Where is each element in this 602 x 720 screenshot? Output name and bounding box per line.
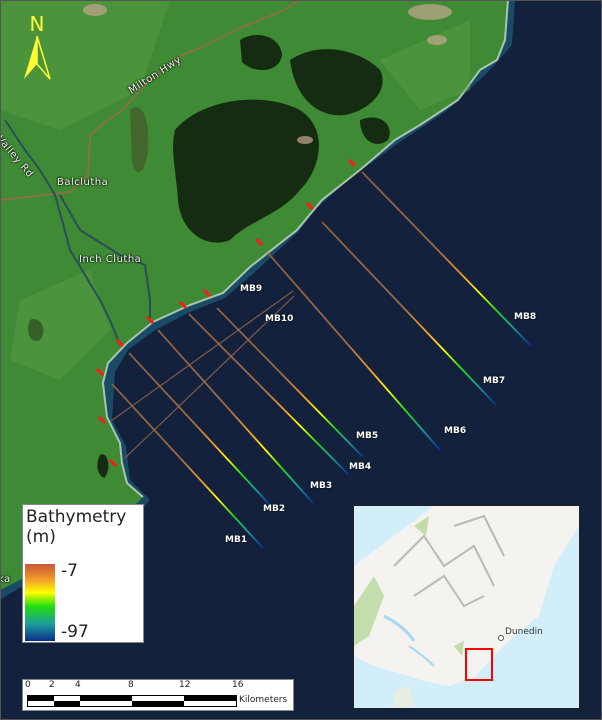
place-label-inch-clutha: Inch Clutha	[79, 254, 142, 265]
transect-start-marker	[202, 288, 212, 298]
legend-color-ramp	[25, 564, 55, 641]
scale-tick-label: 8	[128, 680, 134, 690]
transect-start-marker	[97, 415, 107, 425]
transect-start-marker	[95, 367, 105, 377]
inset-relief	[393, 514, 505, 608]
north-letter: N	[29, 12, 45, 36]
fields-texture	[0, 0, 470, 380]
place-label-balclutha: Balclutha	[57, 177, 109, 188]
transect-label-mb5: MB5	[356, 431, 379, 441]
transect-start-marker	[347, 158, 357, 168]
inset-city-marker	[498, 635, 504, 641]
transect-start-marker	[145, 315, 155, 325]
scale-bar-graphic	[27, 695, 237, 707]
legend-title-text: Bathymetry	[26, 507, 127, 527]
scale-tick-label: 12	[179, 680, 191, 690]
transect-line-mb3	[157, 329, 314, 504]
transect-lines	[110, 171, 531, 549]
beach	[101, 0, 509, 498]
scale-tick-label: 0	[25, 680, 31, 690]
transect-start-marker	[108, 458, 118, 468]
north-arrow-icon	[24, 35, 51, 80]
legend-unit: (m)	[26, 527, 56, 547]
transect-label-mb2: MB2	[263, 504, 286, 514]
legend-max-label: -7	[61, 561, 78, 581]
transect-label-mb4: MB4	[349, 462, 372, 472]
transect-label-mb3: MB3	[310, 481, 333, 491]
inset-basemap	[354, 506, 579, 708]
scale-tick-label: 16	[232, 680, 244, 690]
transect-line-mb5	[216, 307, 364, 458]
transect-line-mb9	[110, 290, 294, 422]
transect-line-mb2	[128, 352, 271, 506]
transect-label-mb7: MB7	[483, 376, 506, 386]
scale-tick-label: 2	[49, 680, 55, 690]
bathymetry-legend: Bathymetry (m) -7 -97	[22, 504, 144, 643]
transect-line-mb1	[111, 383, 264, 549]
locator-inset-map: Dunedin	[353, 505, 580, 709]
inset-extent-box	[465, 648, 493, 681]
transect-start-marker	[115, 338, 125, 348]
transect-line-mb8	[361, 171, 531, 346]
transect-line-mb6	[267, 252, 441, 451]
scale-unit: Kilometers	[239, 695, 288, 705]
transect-line-mb7	[321, 221, 497, 406]
place-label-edge: ka	[0, 574, 11, 585]
transect-start-marker	[305, 201, 315, 211]
transect-label-mb6: MB6	[444, 426, 467, 436]
transect-start-markers	[95, 158, 357, 468]
transect-label-mb8: MB8	[514, 312, 537, 322]
clutha-river	[4, 119, 151, 346]
north-arrow: N	[22, 14, 52, 88]
land	[0, 0, 508, 590]
legend-title: Bathymetry (m)	[26, 507, 126, 547]
inset-vegetation	[354, 516, 464, 656]
transect-line-mb10	[124, 295, 295, 459]
transect-label-mb10: MB10	[265, 314, 294, 324]
scale-bar: 0 2 4 8 12 16 Kilometers	[22, 679, 294, 711]
transect-start-marker	[178, 300, 188, 310]
legend-min-label: -97	[61, 622, 89, 642]
transect-label-mb1: MB1	[225, 535, 248, 545]
milton-highway	[0, 0, 301, 201]
scale-tick-label: 4	[75, 680, 81, 690]
bare-ground	[83, 4, 452, 144]
transect-start-marker	[254, 237, 264, 247]
inset-city-label: Dunedin	[505, 627, 543, 637]
forest-patches	[28, 35, 390, 478]
transect-line-mb4	[188, 313, 349, 475]
transect-label-mb9: MB9	[240, 284, 263, 294]
